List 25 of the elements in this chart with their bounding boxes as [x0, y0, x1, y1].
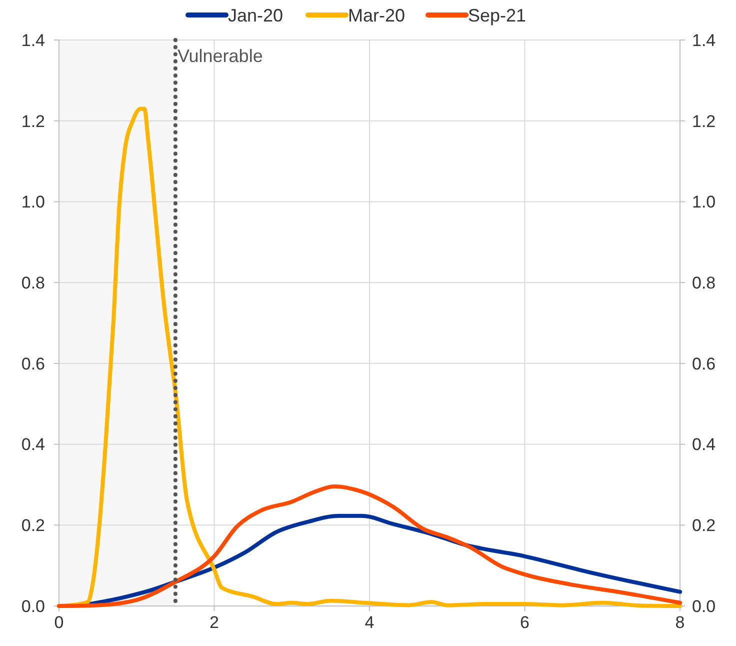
ref-line-label: Vulnerable — [177, 46, 263, 66]
x-tick-label: 0 — [54, 613, 64, 632]
y-tick-label: 0.4 — [21, 435, 45, 454]
y2-tick-label: 0.6 — [692, 354, 716, 374]
legend-label: Sep-21 — [468, 5, 526, 26]
y2-tick-label: 1.0 — [692, 192, 716, 212]
x-tick-label: 8 — [675, 613, 685, 632]
y-tick-label: 1.4 — [21, 30, 45, 50]
y-tick-label: 1.2 — [21, 112, 45, 131]
x-tick-label: 2 — [210, 613, 219, 632]
y2-tick-label: 0.4 — [692, 435, 716, 454]
y2-tick-label: 0.0 — [692, 596, 716, 616]
y-tick-label: 0.6 — [21, 354, 45, 374]
y2-tick-label: 1.2 — [692, 112, 716, 131]
y-tick-label: 1.0 — [21, 192, 45, 212]
y-tick-label: 0.2 — [21, 516, 45, 536]
legend-label: Jan-20 — [228, 5, 284, 26]
y2-tick-label: 0.8 — [692, 274, 716, 293]
y2-tick-label: 1.4 — [692, 30, 716, 50]
x-tick-label: 6 — [520, 613, 530, 632]
y-tick-label: 0.0 — [21, 596, 45, 616]
legend-label: Mar-20 — [348, 5, 406, 26]
y2-tick-label: 0.2 — [692, 516, 716, 536]
y-tick-label: 0.8 — [21, 274, 45, 293]
x-tick-label: 4 — [364, 613, 374, 632]
